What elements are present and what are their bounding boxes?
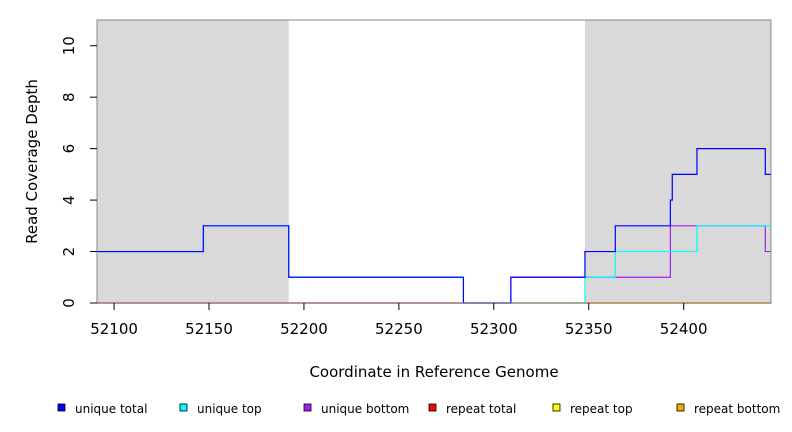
shaded-regions (97, 20, 771, 303)
legend-swatch (428, 403, 437, 412)
legend-label: repeat top (570, 402, 633, 416)
x-tick-label: 52250 (375, 320, 423, 338)
y-tick-label: 2 (60, 247, 78, 257)
legend: unique total unique top unique bottom repea… (57, 402, 780, 416)
x-axis-title: Coordinate in Reference Genome (309, 363, 558, 381)
y-tick-label: 10 (60, 36, 78, 55)
plot-frame (96, 19, 772, 304)
y-tick-label: 4 (60, 195, 78, 205)
legend-label: repeat bottom (694, 402, 780, 416)
legend-label: unique total (75, 402, 147, 416)
shaded-region-2 (584, 20, 771, 303)
legend-label: repeat total (446, 402, 516, 416)
legend-swatch (676, 403, 685, 412)
x-axis: 52100 52150 52200 52250 52300 52350 52400 (90, 303, 708, 338)
y-tick-label: 0 (60, 298, 78, 308)
x-tick-label: 52100 (90, 320, 138, 338)
legend-swatch (179, 403, 188, 412)
y-tick-label: 8 (60, 92, 78, 102)
y-axis: 0 2 4 6 8 10 (60, 36, 97, 308)
legend-label: unique bottom (321, 402, 409, 416)
x-tick-label: 52350 (565, 320, 613, 338)
y-tick-label: 6 (60, 144, 78, 154)
legend-swatch (303, 403, 312, 412)
x-tick-label: 52300 (470, 320, 518, 338)
legend-label: unique top (197, 402, 262, 416)
shaded-region-1 (97, 20, 289, 303)
legend-swatch (57, 403, 66, 412)
series-line-unique-total (97, 148, 771, 304)
legend-swatch (552, 403, 561, 412)
y-axis-title: Read Coverage Depth (23, 79, 41, 244)
x-tick-label: 52400 (660, 320, 708, 338)
x-tick-label: 52200 (280, 320, 328, 338)
x-tick-label: 52150 (185, 320, 233, 338)
